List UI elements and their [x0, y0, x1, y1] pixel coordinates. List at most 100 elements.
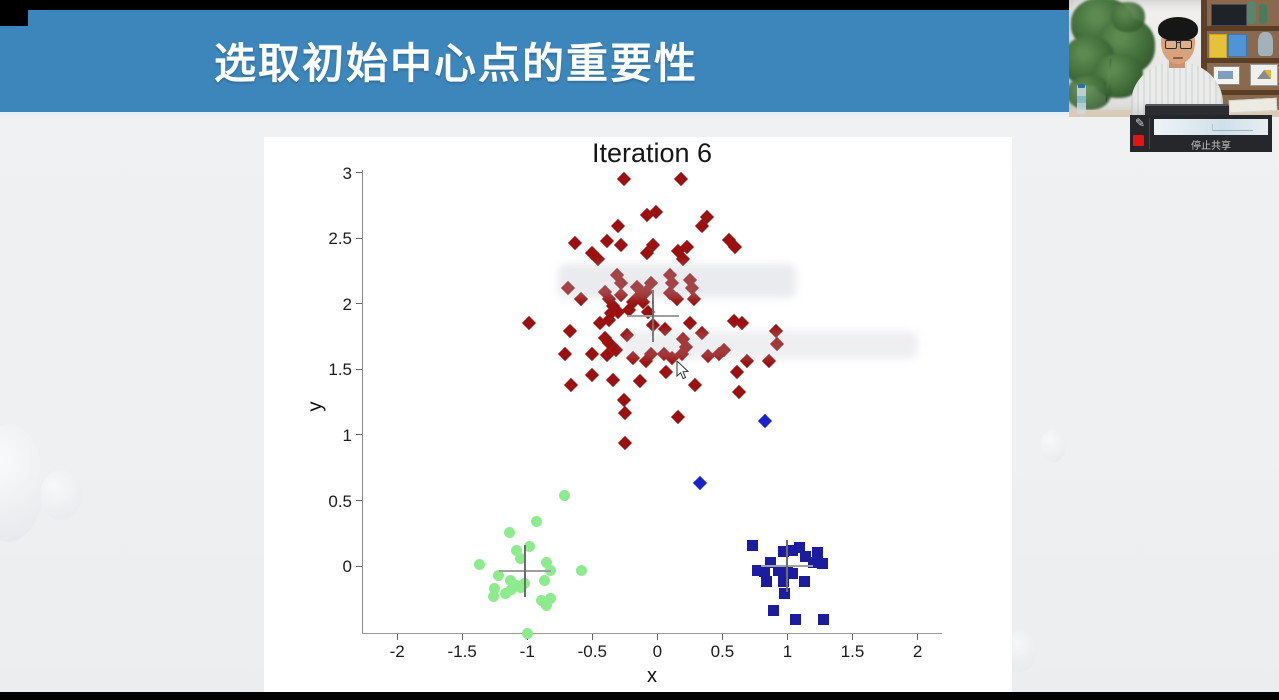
scatter-point-cluster-3-outlier-diamonds [693, 476, 708, 491]
scatter-point-cluster-2-green [515, 552, 527, 564]
book [1228, 34, 1247, 57]
scatter-point-cluster-2-green [545, 564, 557, 576]
scatter-point-cluster-2-green [541, 556, 553, 568]
scatter-point-cluster-3-navy [752, 564, 764, 576]
scatter-point-cluster-3-navy [761, 576, 773, 588]
y-axis-tick [356, 172, 362, 174]
scatter-point-cluster-3-navy [778, 576, 790, 588]
scatter-point-cluster-2-green [503, 526, 515, 538]
y-axis-tick-label: 2.5 [328, 229, 352, 249]
scatter-point-cluster-3-navy [746, 539, 758, 551]
vase [1258, 32, 1273, 56]
x-axis-tick-label: 1.5 [840, 642, 865, 661]
scatter-point-cluster-1-red [633, 374, 648, 389]
recording-stop-icon[interactable] [1133, 135, 1144, 146]
y-axis-tick [356, 237, 362, 239]
scatter-point-cluster-1-red [585, 367, 600, 382]
picture-frame [1211, 4, 1247, 26]
y-axis-tick [356, 434, 362, 436]
x-axis-tick-label: -2 [389, 642, 405, 661]
scatter-chart-panel: Iteration 6 x y -2 -1.5 -1 -0.5 0 0.5 1 1.5 2 0 0.… [264, 137, 1012, 692]
x-axis-tick [786, 634, 788, 640]
slide-title: 选取初始中心点的重要性 [213, 40, 698, 87]
x-axis-tick [917, 634, 919, 640]
scatter-point-cluster-1-red [688, 378, 703, 393]
scatter-point-cluster-3-navy [818, 614, 830, 626]
plant [1069, 0, 1158, 117]
scatter-point-cluster-1-red [564, 378, 579, 393]
stop-share-button[interactable]: 停止共享 [1191, 141, 1231, 152]
scatter-point-cluster-1-red [617, 435, 632, 450]
shared-screen-preview[interactable] [1154, 119, 1268, 135]
x-axis-tick-label: -0.5 [577, 642, 607, 661]
x-axis-tick-label: 2 [912, 642, 923, 661]
scatter-point-cluster-2-green [521, 627, 533, 639]
scatter-point-cluster-1-red [616, 172, 631, 187]
scatter-point-cluster-1-red [671, 409, 686, 424]
watermark-blur [558, 264, 796, 298]
scatter-point-cluster-1-red [616, 392, 631, 407]
y-axis-tick-label: 3 [342, 163, 352, 183]
scatter-point-cluster-3-navy [778, 546, 790, 558]
scatter-point-cluster-1-red [557, 346, 573, 361]
scatter-point-cluster-2-green [530, 516, 542, 527]
decor-bubble [0, 424, 44, 542]
vase [1247, 2, 1256, 24]
scatter-point-cluster-2-green [545, 593, 557, 605]
scatter-point-cluster-2-green [487, 590, 499, 602]
scatter-point-cluster-3-navy [772, 564, 784, 576]
bottom-letterbox-bar [0, 692, 1279, 700]
presenter-mouth [1173, 57, 1183, 59]
x-axis-tick-label: -1.5 [447, 642, 477, 661]
scatter-point-cluster-2-green [576, 564, 588, 576]
x-axis-tick-label: 1 [782, 642, 793, 661]
scatter-point-cluster-3-navy [807, 556, 819, 568]
scatter-point-cluster-3-outlier-diamonds [758, 413, 773, 428]
y-axis-tick-label: 0.5 [328, 491, 352, 511]
y-axis-tick-label: 0 [342, 557, 352, 577]
x-axis-tick [721, 634, 723, 640]
y-axis-tick [356, 500, 362, 502]
scatter-point-cluster-1-red [521, 316, 536, 331]
scatter-point-cluster-3-navy [800, 551, 812, 563]
scatter-point-cluster-2-green [541, 599, 553, 611]
toolbar-divider [1149, 118, 1150, 149]
scatter-point-cluster-2-green [504, 575, 516, 587]
x-axis-label: x [647, 665, 657, 687]
scatter-point-cluster-3-navy [779, 588, 791, 600]
scatter-point-cluster-2-green [559, 489, 571, 501]
scatter-point-cluster-1-red [613, 237, 628, 252]
paper-sheet [1228, 97, 1278, 114]
scatter-point-cluster-2-green [506, 584, 518, 596]
x-axis-line [362, 633, 942, 634]
scatter-point-cluster-3-navy [793, 542, 805, 554]
centroid-vertical-bar [652, 289, 655, 342]
scatter-point-cluster-1-red [659, 364, 674, 380]
top-letterbox-bar [0, 0, 1069, 10]
scatter-point-cluster-2-green [524, 540, 536, 552]
scatter-point-cluster-3-navy [787, 544, 799, 556]
scatter-point-cluster-3-navy [817, 557, 829, 569]
decor-bubble [1040, 430, 1066, 462]
book [1209, 34, 1227, 58]
y-axis-line [362, 170, 363, 633]
y-axis-tick-label: 1 [342, 425, 352, 445]
x-axis-tick [852, 634, 854, 640]
scatter-point-cluster-1-red [568, 236, 583, 251]
scatter-point-cluster-1-red [682, 316, 697, 331]
scatter-point-cluster-3-navy [765, 556, 777, 568]
cluster-centroid [498, 545, 551, 598]
scatter-point-cluster-3-navy [787, 568, 799, 580]
scatter-point-cluster-3-navy [798, 576, 810, 588]
y-axis-tick [356, 368, 362, 370]
scatter-point-cluster-1-red [585, 346, 600, 361]
y-axis-tick [356, 303, 362, 305]
annotate-pen-icon[interactable]: ✎ [1134, 116, 1146, 130]
scatter-point-cluster-2-green [538, 575, 550, 587]
slide-title-banner: 选取初始中心点的重要性 [0, 10, 1069, 115]
scatter-point-cluster-1-red [673, 172, 688, 187]
cluster-centroid [761, 540, 814, 593]
picture-frame [1213, 66, 1240, 85]
cluster-centroid [627, 289, 680, 342]
mouse-cursor [676, 359, 690, 385]
